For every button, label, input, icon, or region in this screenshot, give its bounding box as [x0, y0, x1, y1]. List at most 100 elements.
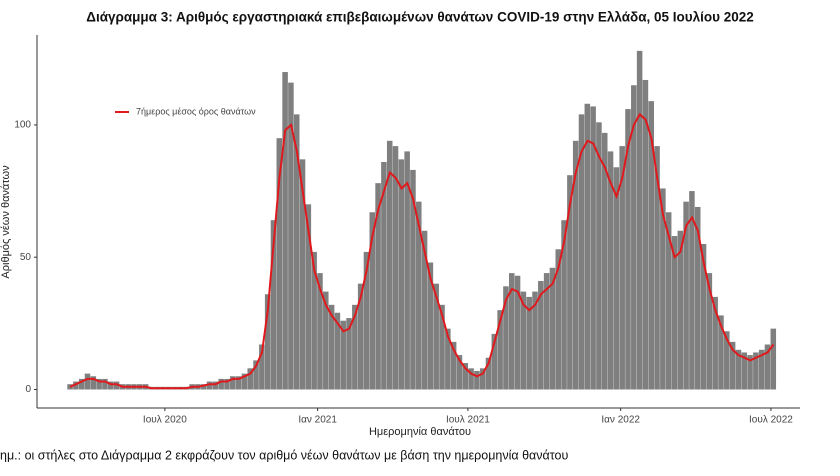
- legend-label: 7ήμερος μέσος όρος θανάτων: [136, 106, 256, 116]
- y-tick-label: 0: [25, 384, 31, 395]
- bar: [235, 376, 242, 390]
- bar: [555, 249, 562, 390]
- bar: [340, 320, 346, 390]
- bar: [747, 355, 753, 390]
- bar: [625, 109, 631, 390]
- bar: [218, 378, 224, 390]
- bar: [346, 318, 352, 390]
- bar: [305, 204, 312, 390]
- bar: [334, 312, 341, 390]
- bar: [694, 206, 701, 390]
- bar: [671, 236, 678, 390]
- bar: [282, 72, 288, 390]
- bar: [288, 82, 294, 390]
- bar: [439, 304, 445, 390]
- bar: [416, 201, 422, 390]
- bar: [642, 79, 649, 390]
- bar: [665, 212, 672, 390]
- x-tick-label: Ιουλ 2022: [749, 415, 793, 426]
- bar: [317, 273, 323, 390]
- bar: [299, 159, 306, 390]
- bar: [200, 384, 207, 390]
- bar: [357, 283, 364, 390]
- bar: [619, 146, 625, 390]
- x-tick-label: Ιαν 2022: [601, 415, 640, 426]
- bar: [421, 230, 428, 390]
- footnote: ημ.: οι στήλες στο Διάγραμμα 2 εκφράζουν…: [0, 448, 568, 462]
- bar: [404, 151, 410, 390]
- bar: [398, 159, 405, 390]
- bar: [654, 146, 660, 390]
- bar: [764, 344, 771, 390]
- bar: [607, 151, 614, 390]
- bar: [468, 368, 474, 390]
- bar: [660, 188, 666, 390]
- bar: [753, 352, 759, 390]
- bar: [700, 243, 707, 390]
- bar: [474, 370, 480, 390]
- y-tick-label: 50: [20, 252, 32, 263]
- bar: [677, 230, 684, 390]
- bar: [224, 378, 230, 390]
- bar: [386, 140, 393, 390]
- bar: [212, 381, 219, 390]
- bar: [253, 360, 259, 390]
- bar: [392, 146, 399, 390]
- x-tick-label: Ιουλ 2020: [143, 415, 187, 426]
- bar: [276, 138, 283, 390]
- bar: [718, 315, 724, 390]
- bar: [538, 281, 544, 390]
- bar: [433, 283, 439, 390]
- bar: [724, 331, 730, 390]
- bar: [631, 85, 637, 390]
- chart-title: Διάγραμμα 3: Αριθμός εργαστηριακά επιβεβ…: [86, 10, 754, 25]
- bar: [503, 286, 509, 390]
- bar: [479, 368, 486, 390]
- average-line: [69, 112, 775, 390]
- bar: [113, 381, 120, 390]
- bar: [102, 378, 108, 390]
- bar: [572, 140, 579, 390]
- bar: [78, 378, 85, 390]
- bar: [247, 368, 253, 390]
- bar: [241, 373, 248, 390]
- bar: [636, 50, 643, 390]
- bar: [735, 349, 742, 390]
- bar: [601, 132, 608, 390]
- bar: [107, 381, 114, 390]
- bar: [520, 291, 527, 390]
- bar: [73, 381, 79, 390]
- bar: [293, 114, 300, 390]
- bar: [729, 341, 736, 390]
- bar: [311, 251, 317, 390]
- bar: [270, 220, 277, 390]
- y-tick-label: 100: [14, 120, 31, 131]
- bar: [596, 122, 602, 390]
- x-tick-label: Ιουλ 2021: [446, 415, 490, 426]
- bar: [328, 304, 335, 390]
- bar: [741, 352, 747, 390]
- bar: [206, 381, 213, 390]
- bar: [264, 294, 271, 390]
- bar: [259, 344, 265, 390]
- bar: [549, 267, 556, 390]
- bar: [491, 333, 498, 390]
- bar: [363, 251, 370, 390]
- bar: [230, 376, 236, 390]
- x-tick-label: Ιαν 2021: [298, 415, 337, 426]
- bar: [497, 310, 503, 390]
- bar: [445, 328, 451, 390]
- bar: [543, 273, 550, 390]
- bar: [561, 220, 567, 390]
- bar: [427, 262, 434, 390]
- bar: [462, 363, 469, 390]
- bar: [613, 167, 620, 390]
- bar: [683, 201, 689, 390]
- bar: [590, 106, 596, 390]
- bar: [90, 376, 97, 390]
- bar: [375, 183, 381, 390]
- bar: [410, 169, 416, 390]
- bar: [584, 103, 591, 390]
- bar: [369, 212, 376, 390]
